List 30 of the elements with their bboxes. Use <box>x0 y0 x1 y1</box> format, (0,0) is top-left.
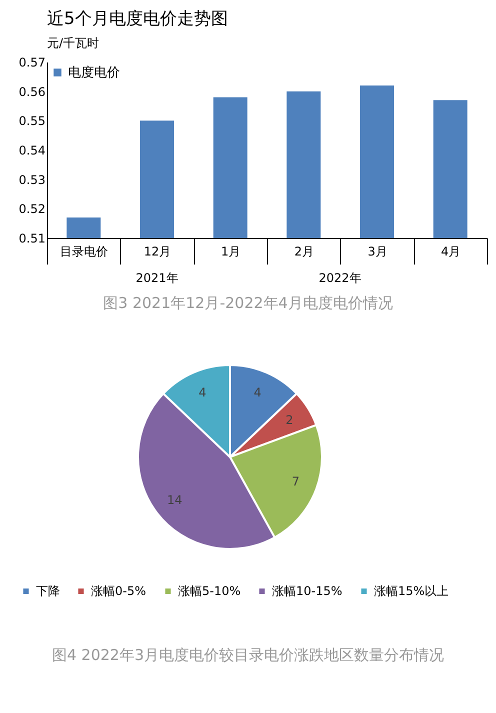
text: 2022年 <box>318 271 362 285</box>
legend-label: 电度电价 <box>68 64 120 80</box>
y-tick-label: 0.52 <box>18 202 46 216</box>
x-tick-label: 1月 <box>221 244 241 258</box>
y-tick-label: 0.53 <box>18 172 46 187</box>
legend-label: 涨幅15%以上 <box>374 584 449 598</box>
x-tick-label: 2月 <box>294 244 314 258</box>
y-axis-title: 元/千瓦时 <box>47 36 100 50</box>
y-tick-label: 0.55 <box>18 114 46 128</box>
data-label: 14 <box>167 492 182 507</box>
y-tick-label: 0.57 <box>18 56 46 70</box>
y-tick-label: 0.54 <box>18 144 46 158</box>
data-label: 2 <box>286 412 294 427</box>
x-tick-label: 目录电价 <box>60 244 108 258</box>
chart-title: 近5个月电度电价走势图 <box>47 9 228 29</box>
y-tick-label: 0.56 <box>18 84 46 99</box>
legend-label: 涨幅0-5% <box>91 584 146 598</box>
legend-label: 涨幅10-15% <box>272 584 342 598</box>
data-label: 4 <box>198 386 206 400</box>
data-label: 7 <box>292 474 300 488</box>
x-tick-label: 3月 <box>368 244 388 258</box>
text: 2021年 <box>136 271 178 285</box>
y-tick-label: 0.51 <box>18 232 46 246</box>
x-tick-label: 12月 <box>144 244 172 258</box>
legend-label: 下降 <box>36 584 60 598</box>
x-tick-label: 4月 <box>441 244 461 258</box>
data-label: 4 <box>254 386 262 400</box>
caption: 图3 2021年12月-2022年4月电度电价情况 <box>102 294 394 313</box>
caption: 图4 2022年3月电度电价较目录电价涨跌地区数量分布情况 <box>50 646 446 665</box>
legend-label: 涨幅5-10% <box>178 584 241 598</box>
